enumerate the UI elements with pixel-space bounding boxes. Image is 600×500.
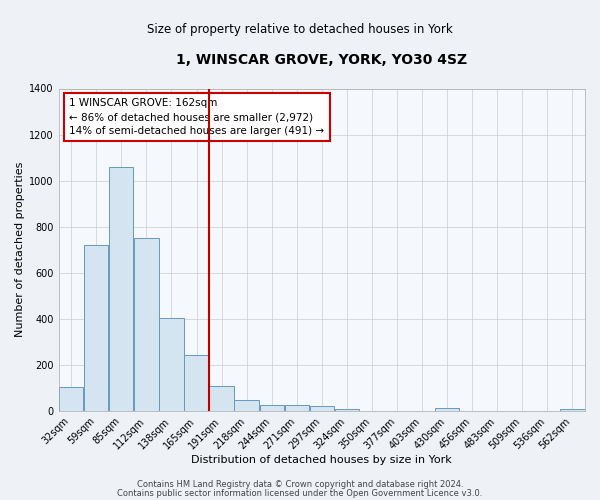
Bar — [134, 238, 158, 411]
Bar — [84, 245, 109, 411]
Bar — [235, 400, 259, 411]
Text: Contains public sector information licensed under the Open Government Licence v3: Contains public sector information licen… — [118, 488, 482, 498]
Title: 1, WINSCAR GROVE, YORK, YO30 4SZ: 1, WINSCAR GROVE, YORK, YO30 4SZ — [176, 52, 467, 66]
Bar — [159, 318, 184, 411]
Bar — [209, 386, 234, 411]
Bar — [310, 406, 334, 411]
Text: 1 WINSCAR GROVE: 162sqm
← 86% of detached houses are smaller (2,972)
14% of semi: 1 WINSCAR GROVE: 162sqm ← 86% of detache… — [69, 98, 325, 136]
Bar — [109, 167, 133, 411]
Y-axis label: Number of detached properties: Number of detached properties — [15, 162, 25, 338]
Bar — [435, 408, 460, 411]
Bar — [560, 409, 584, 411]
Bar — [59, 387, 83, 411]
Bar — [284, 406, 309, 411]
Bar — [184, 354, 209, 411]
Bar — [260, 406, 284, 411]
Bar — [335, 409, 359, 411]
X-axis label: Distribution of detached houses by size in York: Distribution of detached houses by size … — [191, 455, 452, 465]
Text: Contains HM Land Registry data © Crown copyright and database right 2024.: Contains HM Land Registry data © Crown c… — [137, 480, 463, 489]
Text: Size of property relative to detached houses in York: Size of property relative to detached ho… — [147, 22, 453, 36]
